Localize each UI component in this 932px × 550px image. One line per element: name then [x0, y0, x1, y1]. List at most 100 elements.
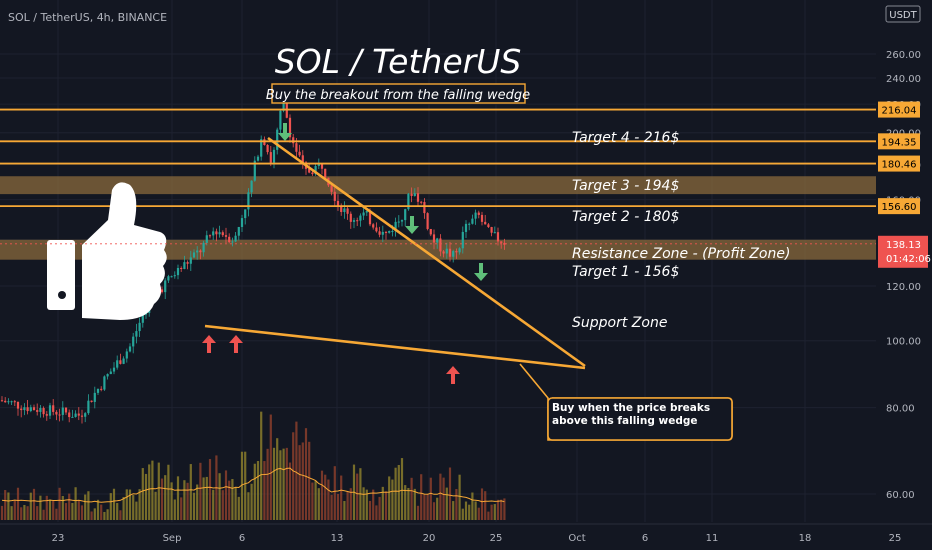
candle-body	[74, 413, 77, 417]
x-tick-label: 18	[799, 533, 812, 544]
volume-bar	[55, 508, 58, 520]
candle-body	[359, 215, 362, 221]
candle-body	[266, 144, 269, 153]
volume-bar	[4, 490, 7, 520]
candle-body	[100, 388, 103, 390]
volume-bar	[112, 488, 116, 520]
candle-body	[448, 248, 452, 257]
candle-body	[256, 156, 260, 161]
volume-bar	[90, 511, 93, 520]
candle-body	[365, 211, 368, 213]
candle-body	[500, 241, 503, 243]
candle-body	[42, 408, 45, 415]
target-2-label: Target 2 - 180$	[572, 209, 679, 225]
volume-bar	[45, 495, 48, 520]
currency-badge[interactable]: USDT	[885, 5, 921, 23]
candle-body	[29, 407, 32, 412]
support-zone-label: Support Zone	[572, 315, 667, 331]
volume-bar	[368, 500, 372, 520]
candle-body	[218, 232, 221, 235]
candle-body	[311, 172, 314, 175]
level-price-badge	[878, 198, 920, 215]
volume-bar	[320, 470, 324, 520]
volume-bar	[474, 501, 477, 520]
candle-body	[493, 232, 496, 234]
falling-wedge	[204, 136, 586, 370]
buy-signal-icon	[202, 335, 216, 353]
y-tick-label: 240.00	[886, 74, 921, 85]
candle-body	[234, 235, 237, 242]
candle-body	[340, 205, 343, 213]
y-tick-label: 100.00	[886, 337, 921, 348]
volume-bar	[138, 489, 141, 520]
volume-bar	[237, 496, 240, 520]
volume-bar	[205, 476, 208, 520]
volume-bar	[122, 496, 125, 520]
target-4-label: Target 4 - 216$	[572, 130, 679, 146]
volume-bar	[68, 493, 71, 520]
current-price-label: 138.13	[886, 240, 921, 251]
candle-body	[192, 252, 196, 258]
volume-bar	[468, 504, 471, 520]
candle-body	[45, 414, 48, 416]
candle-body	[164, 280, 167, 293]
candle-body	[384, 231, 388, 233]
volume-bar	[420, 474, 423, 520]
volume-bar	[445, 487, 448, 520]
volume-bar	[301, 442, 304, 520]
volume-bar	[77, 500, 80, 520]
volume-bar	[13, 499, 16, 520]
candle-body	[167, 276, 170, 281]
y-tick-label: 60.00	[886, 490, 915, 501]
y-tick-label: 80.00	[886, 404, 915, 415]
candle-body	[112, 367, 116, 372]
candle-body	[375, 227, 378, 232]
candle-body	[480, 214, 484, 222]
volume-bar	[256, 461, 260, 520]
volume-bar	[0, 505, 4, 520]
x-tick-label: 20	[423, 533, 436, 544]
candle-body	[244, 209, 247, 219]
volume-bars	[0, 411, 506, 520]
candle-body	[298, 151, 301, 156]
volume-bar	[410, 477, 413, 520]
candle-body	[317, 163, 320, 167]
volume-bar	[116, 503, 119, 520]
candle-body	[503, 242, 506, 245]
candle-body	[400, 220, 404, 222]
candle-body	[212, 231, 215, 236]
volume-bar	[503, 498, 506, 520]
volume-bar	[141, 468, 144, 520]
candle-body	[410, 193, 413, 196]
candle-body	[352, 220, 356, 222]
candle-body	[215, 231, 218, 235]
volume-bar	[186, 482, 189, 520]
volume-bar	[458, 474, 461, 520]
candle-body	[103, 376, 106, 390]
volume-bar	[452, 501, 455, 520]
candle-body	[189, 257, 192, 264]
volume-bar	[404, 485, 407, 520]
chart-subtitle: Buy the breakout from the falling wedge	[266, 88, 530, 103]
candle-body	[58, 414, 61, 416]
target-1-label: Target 1 - 156$	[572, 264, 679, 280]
volume-bar	[64, 503, 68, 520]
candle-body	[496, 232, 500, 242]
candle-body	[26, 407, 29, 412]
volume-bar	[471, 492, 474, 520]
volume-bar	[461, 508, 464, 520]
candle-body	[490, 227, 493, 233]
resistance-zone	[0, 176, 876, 195]
volume-bar	[372, 489, 375, 520]
candle-body	[343, 208, 346, 213]
volume-bar	[87, 491, 90, 520]
level-price-badge	[878, 155, 920, 172]
volume-bar	[119, 510, 122, 520]
volume-bar	[442, 477, 445, 520]
volume-bar	[247, 492, 250, 520]
volume-bar	[228, 480, 231, 520]
candle-body	[132, 336, 135, 347]
candle-body	[237, 226, 240, 236]
y-tick-label: 120.00	[886, 282, 921, 293]
